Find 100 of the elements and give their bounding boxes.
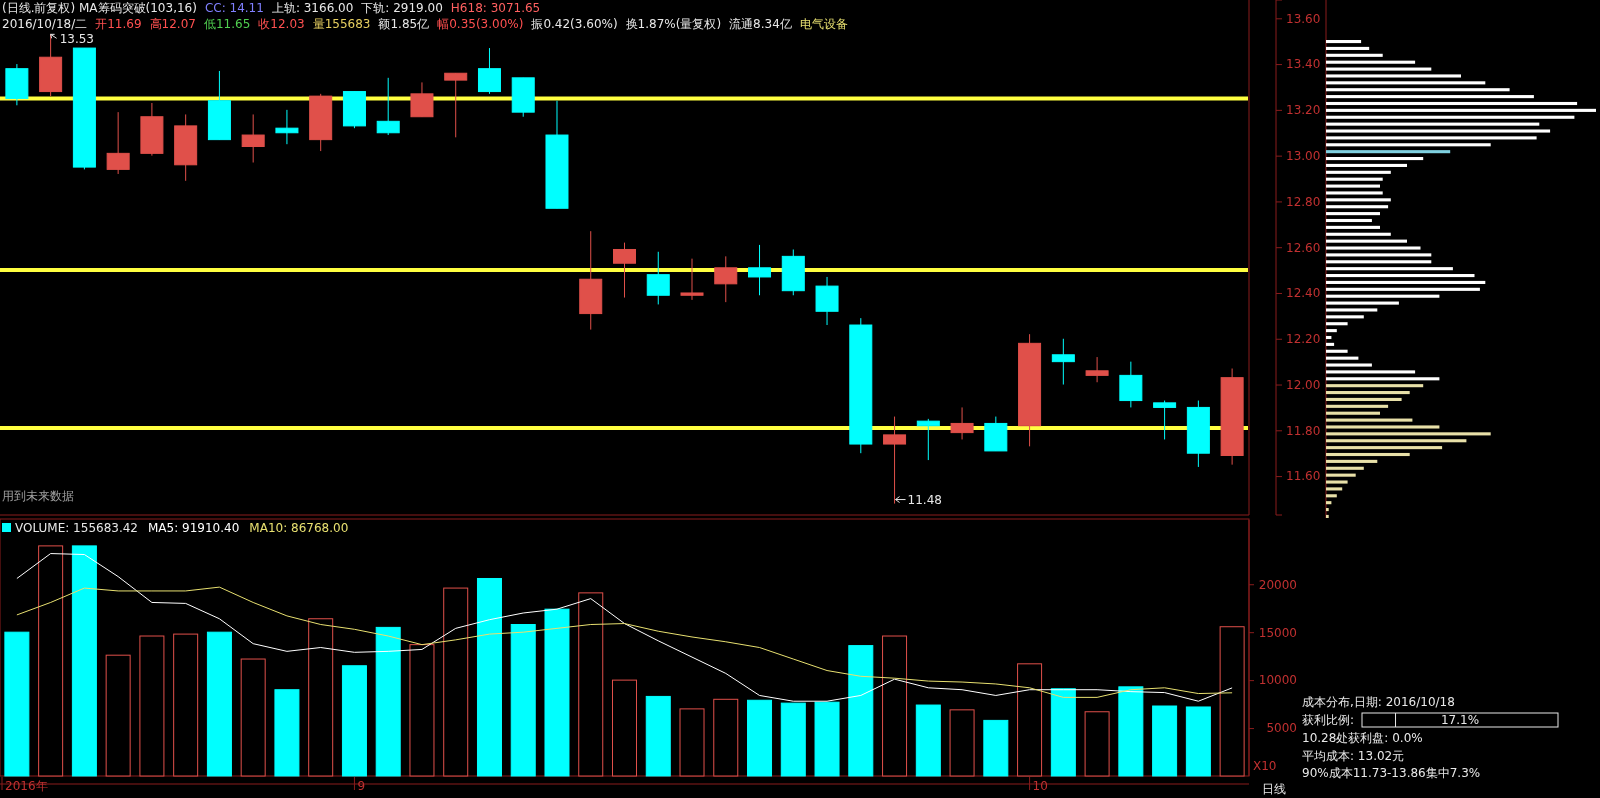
bar (882, 635, 908, 777)
bar (1219, 626, 1245, 777)
y-tick-label: 13.00 (1286, 148, 1321, 163)
annotation: 电气设备 (799, 17, 848, 31)
x-tick-label: 10 (1032, 779, 1048, 793)
bar (780, 702, 806, 777)
bar (679, 708, 705, 777)
annotation: 用到未来数据 (2, 489, 74, 503)
bar (1326, 246, 1421, 250)
bar (1326, 308, 1378, 312)
text: MA10: 86768.00 (249, 521, 349, 535)
annotation: 下轨: 2919.00 (361, 1, 443, 15)
bar (1326, 432, 1491, 436)
bar (1326, 508, 1329, 512)
bar (1326, 418, 1413, 422)
annotation: 额1.85亿 (378, 17, 430, 31)
candlestick (916, 418, 940, 461)
annotation: 上轨: 3166.00 (271, 1, 354, 15)
bar (1326, 198, 1391, 202)
text: 90%成本11.73-13.86集中7.3% (1302, 766, 1481, 780)
y-tick-label: 13.40 (1286, 57, 1321, 72)
annotation: 流通8.34亿 (729, 17, 792, 31)
bar (341, 665, 367, 777)
bar (848, 645, 874, 777)
candlestick (241, 113, 265, 164)
y-tick-label: 20000 (1258, 577, 1297, 592)
bar (1326, 212, 1380, 216)
bar (1326, 480, 1348, 484)
line-series (16, 553, 1233, 702)
candlestick (410, 81, 434, 118)
legend-label: VOLUME: 155683.42 (15, 521, 138, 535)
bar (612, 679, 637, 777)
annotation: 13.53 (59, 32, 94, 47)
bar (139, 635, 165, 777)
bar (1084, 711, 1110, 777)
bar (1326, 404, 1389, 408)
bar (240, 658, 266, 777)
bar (1326, 280, 1486, 284)
annotation: CC: 14.11 (204, 1, 264, 15)
bar (1326, 163, 1407, 167)
annotation: H618: 3071.65 (450, 1, 541, 15)
y-tick-label: 12.60 (1286, 240, 1321, 255)
y-tick-label: 13.20 (1286, 103, 1321, 118)
bar (274, 689, 300, 777)
annotation: 开11.69 (95, 17, 142, 31)
bar (1326, 514, 1329, 518)
bar (1326, 143, 1491, 147)
annotation: 低11.65 (203, 17, 251, 31)
annotation: 收12.03 (258, 17, 305, 31)
bar (1326, 74, 1461, 78)
annotation: 量155683 (312, 17, 371, 31)
bar (1326, 356, 1359, 360)
candlestick (680, 258, 704, 301)
bar (1326, 115, 1575, 119)
bar (1326, 232, 1391, 236)
bar (1326, 322, 1348, 326)
candlestick (1153, 400, 1177, 440)
bar (1326, 108, 1596, 112)
annotation: 11.48 (907, 492, 942, 507)
bar (1326, 452, 1410, 457)
bar (1050, 688, 1076, 777)
bar (747, 699, 773, 777)
bar (409, 644, 435, 777)
y-tick-label: 15000 (1258, 625, 1297, 640)
bar (1326, 81, 1486, 85)
annotation: 高12.07 (149, 17, 196, 31)
bar (1326, 446, 1443, 450)
bar (983, 719, 1009, 777)
y-tick-label: 12.80 (1286, 194, 1321, 209)
bar (1326, 459, 1378, 463)
bar (1326, 342, 1335, 346)
bar (1326, 136, 1537, 140)
bar (1326, 157, 1424, 161)
bar (1326, 150, 1451, 154)
bar (1326, 494, 1337, 498)
candlestick (106, 111, 130, 175)
candlestick (646, 251, 670, 305)
bar (1326, 225, 1380, 229)
bar (173, 633, 199, 777)
bar (1326, 425, 1440, 429)
y-tick-label: 12.20 (1286, 332, 1321, 347)
bar (1326, 391, 1410, 395)
text: MA5: 91910.40 (148, 521, 240, 535)
candlestick (444, 72, 468, 138)
bar (4, 631, 30, 777)
candlestick (950, 406, 974, 440)
bar (949, 709, 975, 777)
annotation: 振0.42(3.60%) (531, 17, 618, 31)
bar (105, 654, 131, 777)
bar (1326, 170, 1391, 174)
candlestick (613, 242, 636, 299)
bar (1326, 487, 1343, 491)
y-tick-label: 13.60 (1286, 11, 1321, 26)
bar (71, 545, 97, 777)
bar (510, 624, 536, 777)
x-tick-label: 9 (357, 779, 366, 793)
bar (1326, 466, 1364, 470)
bar (1326, 274, 1475, 278)
bar (1326, 397, 1402, 401)
candlestick (376, 77, 400, 136)
